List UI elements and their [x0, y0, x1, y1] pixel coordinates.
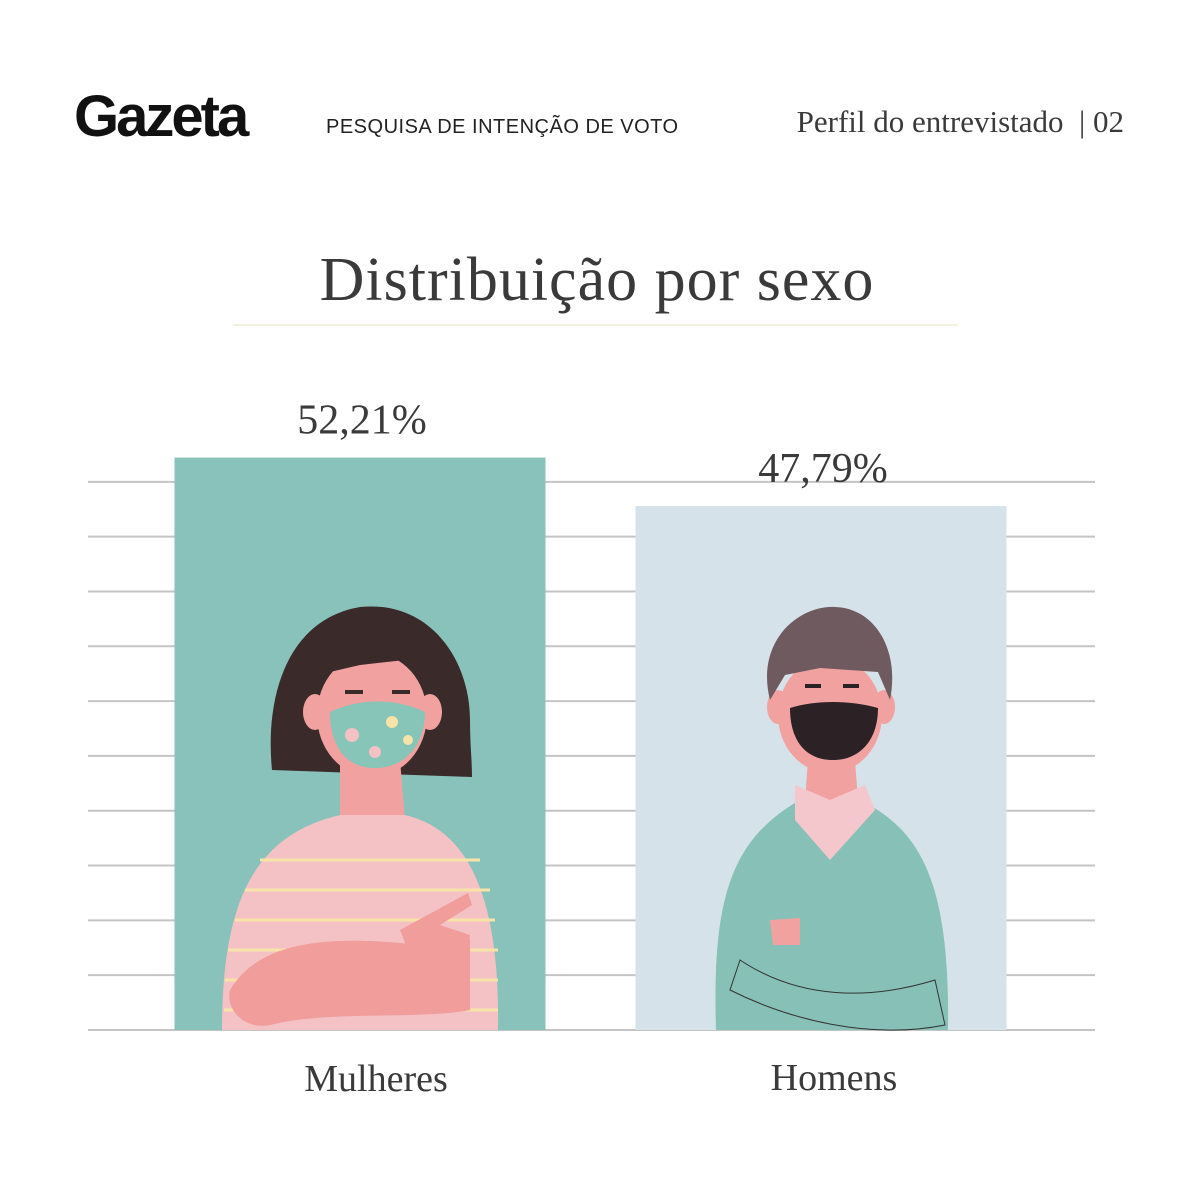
subtitle: Perfil do entrevistado | 02	[797, 104, 1124, 139]
value-label: 47,79%	[758, 446, 888, 492]
section-label: PESQUISA DE INTENÇÃO DE VOTO	[326, 114, 679, 138]
brand: Gazeta	[74, 84, 250, 149]
woman-illustration	[222, 606, 499, 1030]
category-label: Homens	[771, 1057, 898, 1099]
labels: 52,21% Mulheres 47,79% Homens	[297, 398, 897, 1100]
man-illustration	[715, 606, 949, 1031]
category-label: Mulheres	[304, 1058, 448, 1100]
chart-title: Distribuição por sexo	[320, 246, 875, 314]
value-label: 52,21%	[297, 398, 427, 444]
